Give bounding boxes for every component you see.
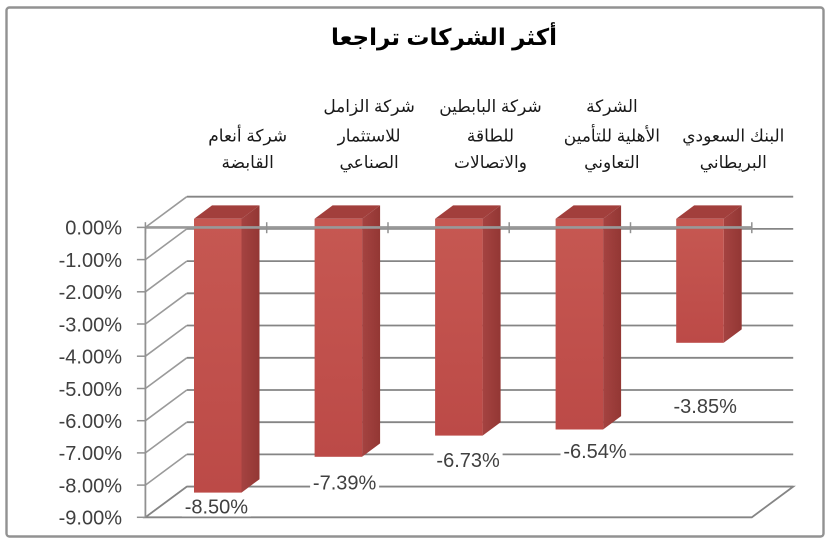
svg-text:-1.00%: -1.00% xyxy=(59,250,123,272)
svg-text:والاتصالات: والاتصالات xyxy=(454,153,527,172)
svg-text:القابضة: القابضة xyxy=(222,153,274,172)
svg-text:-8.00%: -8.00% xyxy=(59,475,123,497)
svg-text:-5.00%: -5.00% xyxy=(59,379,123,401)
svg-text:الأهلية للتأمين: الأهلية للتأمين xyxy=(564,124,660,146)
svg-text:-6.54%: -6.54% xyxy=(563,441,627,463)
svg-text:-7.00%: -7.00% xyxy=(59,443,123,465)
svg-text:شركة أنعام: شركة أنعام xyxy=(208,125,287,146)
svg-text:-7.39%: -7.39% xyxy=(313,473,377,495)
svg-text:للاستثمار: للاستثمار xyxy=(337,127,401,146)
svg-text:للطاقة: للطاقة xyxy=(467,127,514,146)
svg-text:البنك السعودي: البنك السعودي xyxy=(682,127,784,147)
svg-text:شركة الزامل: شركة الزامل xyxy=(323,97,415,116)
svg-text:-8.50%: -8.50% xyxy=(185,496,249,518)
svg-text:-6.00%: -6.00% xyxy=(59,411,123,433)
svg-text:البريطاني: البريطاني xyxy=(700,153,767,173)
svg-text:-6.73%: -6.73% xyxy=(436,450,500,472)
svg-text:-4.00%: -4.00% xyxy=(59,347,123,369)
svg-text:التعاوني: التعاوني xyxy=(584,153,640,173)
svg-text:-3.00%: -3.00% xyxy=(59,314,123,336)
svg-text:-3.85%: -3.85% xyxy=(674,396,738,418)
svg-text:الصناعي: الصناعي xyxy=(339,153,398,173)
svg-text:-2.00%: -2.00% xyxy=(59,282,123,304)
svg-text:الشركة: الشركة xyxy=(586,97,638,116)
svg-text:-9.00%: -9.00% xyxy=(59,508,123,530)
svg-text:أكثر الشركات تراجعا: أكثر الشركات تراجعا xyxy=(331,21,557,51)
svg-text:0.00%: 0.00% xyxy=(65,218,122,240)
svg-text:شركة البابطين: شركة البابطين xyxy=(439,97,542,116)
